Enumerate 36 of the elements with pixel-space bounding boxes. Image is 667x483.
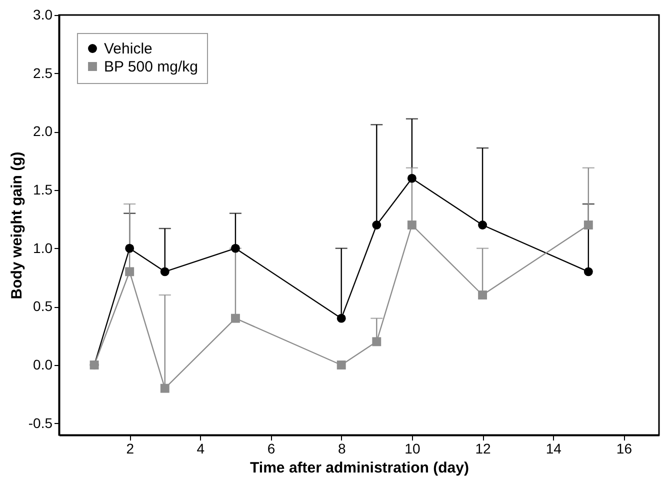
x-tick-label: 6 [267, 440, 276, 456]
point [336, 360, 346, 370]
x-tick-label: 2 [126, 440, 134, 456]
y-axis-title: Body weight gain (g) [8, 152, 26, 300]
point [336, 314, 346, 323]
x-tick-label: 8 [338, 440, 346, 456]
point [160, 384, 170, 393]
point [160, 267, 170, 276]
point [125, 244, 134, 253]
legend-label: Vehicle [104, 40, 152, 58]
point [372, 220, 382, 230]
y-tick-label: 2.5 [33, 64, 53, 81]
y-tick-label: 0.0 [33, 356, 53, 372]
y-tick-label: -0.5 [28, 414, 53, 431]
y-tick-label: 1.5 [33, 182, 53, 198]
point [584, 267, 593, 276]
point [372, 337, 382, 346]
x-tick-label: 14 [546, 440, 562, 456]
point [125, 267, 134, 276]
point [231, 244, 240, 253]
y-tick-label: 1.0 [33, 240, 53, 256]
point [231, 314, 240, 323]
y-tick-label: 2.0 [33, 123, 53, 140]
x-tick-label: 4 [196, 440, 205, 456]
point [478, 220, 487, 230]
y-tick-label: 3.0 [33, 6, 53, 22]
point [407, 174, 416, 183]
y-tick-label: 0.5 [33, 298, 53, 314]
x-tick-label: 12 [475, 440, 492, 456]
x-tick-label: 10 [404, 440, 420, 456]
point [584, 220, 593, 230]
point [478, 290, 487, 300]
point [407, 220, 416, 230]
x-axis-title: Time after administration (day) [250, 460, 469, 476]
legend-label: BP 500 mg/kg [104, 58, 198, 76]
x-tick-label: 16 [616, 440, 632, 456]
